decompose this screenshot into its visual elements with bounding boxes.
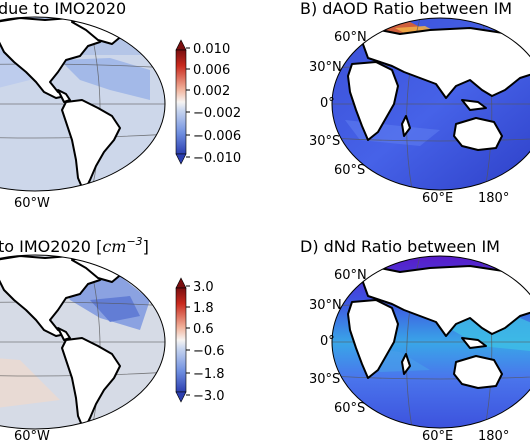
panel-c-cb-tick-1: 1.8 [193, 301, 214, 316]
panel-c-cb-tick-5: −3.0 [193, 389, 225, 404]
panel-b-lat-0: 0° [320, 96, 335, 111]
panel-d-lat-60s: 60°S [334, 401, 365, 416]
panel-b-lat-30n: 30°N [309, 60, 342, 75]
panel-a-grid-lat-s [0, 133, 165, 139]
panel-a-lon-label: 60°W [14, 196, 50, 211]
panel-b-title: B) dAOD Ratio between IM [300, 0, 512, 18]
panel-a-globe-outline [0, 16, 166, 192]
panel-c: to IMO2020 [cm−3] 60°W [0, 235, 225, 442]
panel-c-cb-tick-3: −0.6 [193, 344, 225, 359]
panel-b-globe-outline [331, 17, 530, 191]
panel-d-africa [347, 299, 399, 379]
panel-c-title-exp: −3 [126, 235, 142, 248]
panel-c-colorbar: 3.0 1.8 0.6 −0.6 −1.8 −3.0 [175, 277, 225, 404]
panel-c-map [0, 255, 165, 429]
panel-d-title: D) dNd Ratio between IM [300, 237, 500, 256]
panel-d-map [332, 256, 530, 428]
panel-a-cb-tick-0: 0.010 [193, 42, 230, 57]
panel-d-lat-60n: 60°N [334, 268, 367, 283]
panel-b-lon-180: 180° [478, 191, 509, 206]
panel-a-central-america [57, 89, 71, 103]
panel-c-title: to IMO2020 [cm−3] [0, 235, 149, 256]
panel-a-south-america [61, 99, 121, 191]
panel-a-map [0, 17, 165, 191]
panel-c-colorbar-min-arrow [175, 391, 187, 403]
panel-a-cb-tick-5: −0.010 [193, 151, 241, 166]
panel-c-title-close: ] [143, 237, 149, 256]
panel-b-madagascar [401, 115, 411, 137]
panel-a-colorbar: 0.010 0.006 0.002 −0.002 −0.006 −0.010 [175, 39, 241, 166]
panel-c-colorbar-bar [175, 287, 187, 393]
panel-d-lat-30s: 30°S [309, 372, 340, 387]
panel-d-lon-180: 180° [478, 429, 509, 442]
panel-a-colorbar-max-arrow [175, 39, 187, 51]
panel-c-cb-tick-2: 0.6 [193, 322, 214, 337]
panel-d-australia [453, 355, 503, 389]
panel-a-colorbar-ticks: 0.010 0.006 0.002 −0.002 −0.006 −0.010 [186, 42, 241, 166]
panel-c-title-text: to IMO2020 [ [0, 237, 102, 256]
panel-c-cb-tick-4: −1.8 [193, 367, 225, 382]
panel-b-eurasia [359, 27, 530, 99]
panel-a-cb-tick-4: −0.006 [193, 129, 241, 144]
panel-b: B) dAOD Ratio between IM 60°N 30°N 0° 30… [300, 0, 530, 206]
panel-c-central-america [57, 327, 71, 341]
panel-a-cb-tick-3: −0.002 [193, 106, 241, 121]
panel-d-eurasia [359, 265, 530, 337]
panel-d-lat-0: 0° [320, 334, 335, 349]
panel-a-colorbar-min-arrow [175, 153, 187, 165]
panel-c-globe-outline [0, 254, 166, 430]
panel-c-cb-tick-0: 3.0 [193, 280, 214, 295]
panel-b-lon-60e: 60°E [422, 191, 453, 206]
panel-b-africa [347, 61, 399, 141]
panel-b-lat-30s: 30°S [309, 134, 340, 149]
panel-b-grid-30s [332, 137, 530, 142]
panel-c-atlantic-core [90, 296, 140, 322]
panel-c-pacific-warm [0, 350, 60, 420]
panel-b-lat-60n: 60°N [334, 30, 367, 45]
panel-a-cb-tick-2: 0.002 [193, 84, 230, 99]
panel-a-colorbar-bar [175, 49, 187, 155]
panel-b-australia [453, 117, 503, 151]
panel-a-cb-tick-1: 0.006 [193, 63, 230, 78]
panel-c-title-unit: cm [102, 237, 126, 256]
panel-d-grid-30s [332, 375, 530, 380]
panel-d-indonesia [461, 337, 487, 349]
panel-d-lon-60e: 60°E [422, 429, 453, 442]
panel-d: D) dNd Ratio between IM 60°N 30°N 0° 30°… [300, 237, 530, 442]
panel-d-globe-outline [331, 255, 530, 429]
panel-a-atlantic-anomaly [60, 58, 150, 100]
panel-b-lat-60s: 60°S [334, 163, 365, 178]
panel-c-colorbar-ticks: 3.0 1.8 0.6 −0.6 −1.8 −3.0 [186, 280, 225, 404]
panel-c-grid-lat-s [0, 371, 165, 377]
panel-d-lat-30n: 30°N [309, 298, 342, 313]
panel-b-indonesia [461, 99, 487, 111]
panel-b-map [332, 18, 530, 190]
panel-c-colorbar-max-arrow [175, 277, 187, 289]
panel-c-south-america [61, 337, 121, 429]
panel-c-lon-label: 60°W [14, 429, 50, 442]
panel-d-madagascar [401, 353, 411, 375]
panel-a: due to IMO2020 60°W [0, 0, 241, 211]
panel-a-title: due to IMO2020 [0, 0, 126, 18]
